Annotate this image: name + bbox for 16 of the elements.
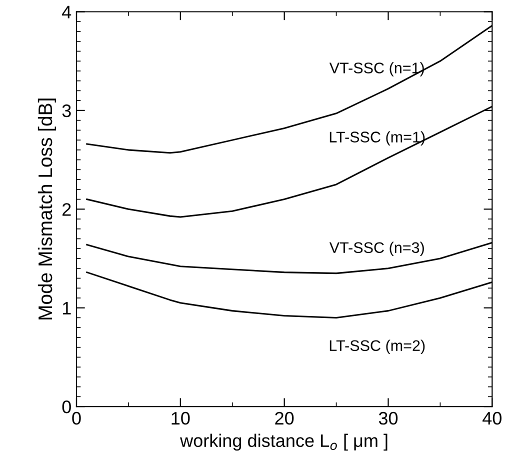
- y-axis-title: Mode Mismatch Loss [dB]: [38, 98, 56, 320]
- y-tick-label: 4: [62, 6, 72, 18]
- y-tick-label: 1: [62, 302, 71, 314]
- x-tick-label: 0: [72, 412, 81, 425]
- x-tick-label: 30: [378, 412, 398, 425]
- x-tick-label: 20: [275, 412, 294, 425]
- series-label: VT-SSC (n=3): [329, 242, 424, 256]
- x-tick-label: 10: [172, 412, 190, 425]
- series-label: LT-SSC (m=1): [330, 131, 425, 146]
- x-axis-title: working distance L$_{o}$ [ μm ]: [180, 434, 388, 451]
- x-tick-label: 40: [482, 412, 502, 425]
- y-tick-label: 3: [62, 104, 71, 118]
- series-label: LT-SSC (m=2): [330, 340, 425, 354]
- y-tick-label: 2: [62, 203, 71, 216]
- y-tick-label: 0: [62, 400, 71, 414]
- series-label: VT-SSC (n=1): [329, 62, 424, 76]
